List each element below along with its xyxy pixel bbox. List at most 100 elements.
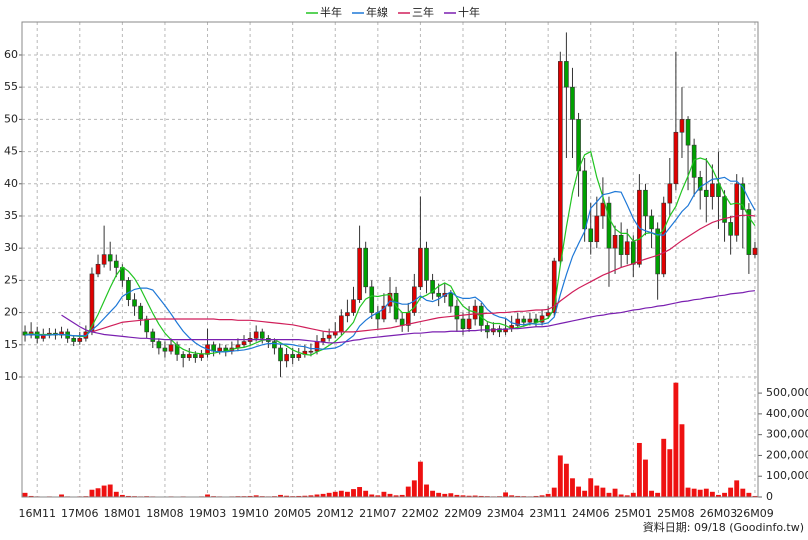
legend-label: 半年 <box>320 5 342 19</box>
y-tick-label: 25 <box>4 273 18 286</box>
candle-body <box>564 61 569 88</box>
volume-bar <box>107 484 113 497</box>
candle-body <box>448 292 454 307</box>
candle-body <box>217 347 222 352</box>
candle-body <box>667 183 673 204</box>
volume-bar <box>466 495 472 497</box>
volume-bar <box>612 488 618 497</box>
volume-bar <box>728 487 734 497</box>
candle-body <box>101 254 107 265</box>
volume-bar <box>411 480 417 497</box>
candle-body <box>387 292 393 307</box>
volume-bar <box>734 480 740 497</box>
volume-bar <box>594 485 600 497</box>
candle-body <box>436 292 441 297</box>
candle-body <box>673 131 679 185</box>
legend-label: 十年 <box>458 5 480 19</box>
candle-body <box>193 354 198 358</box>
x-tick-label: 19M10 <box>231 507 269 520</box>
x-tick-label: 23M11 <box>529 507 567 520</box>
candle-body <box>661 202 667 275</box>
volume-bar <box>357 487 363 497</box>
y2-tick-label: 400,000 <box>766 407 808 420</box>
volume-bar <box>600 487 606 497</box>
ma-line <box>24 176 756 353</box>
candle-body <box>363 247 368 288</box>
candle-body <box>624 241 630 255</box>
candle-body <box>734 183 740 236</box>
candle-body <box>539 315 545 323</box>
candle-body <box>697 177 703 191</box>
candle-body <box>357 247 362 300</box>
x-tick-label: 18M01 <box>104 507 142 520</box>
volume-bar <box>533 495 539 497</box>
volume-bar <box>563 463 569 497</box>
volume-bar <box>363 490 369 497</box>
y-tick-label: 50 <box>4 112 18 125</box>
candle-body <box>497 328 502 333</box>
volume-bar <box>308 495 314 497</box>
volume-bar <box>691 488 697 497</box>
candle-body <box>679 119 685 133</box>
volume-bar <box>588 478 594 497</box>
volume-bar <box>716 494 721 497</box>
candle-body <box>278 347 283 362</box>
candle-body <box>284 354 289 362</box>
volume-bar <box>344 491 350 497</box>
volume-bar <box>326 492 332 497</box>
plot-background <box>22 22 758 497</box>
volume-bar <box>478 495 484 497</box>
candle-body <box>606 202 612 249</box>
candle-body <box>600 202 606 217</box>
volume-bar <box>436 492 442 497</box>
ma-line <box>61 290 756 344</box>
legend-label: 年線 <box>366 5 388 19</box>
volume-bar <box>460 495 466 497</box>
candle-body <box>399 318 405 326</box>
candle-body <box>314 341 320 352</box>
y-tick-label: 15 <box>4 338 18 351</box>
candle-body <box>740 183 746 210</box>
volume-bar <box>515 495 521 497</box>
candle-body <box>655 228 660 275</box>
y-tick-label: 60 <box>4 48 18 61</box>
y-tick-label: 40 <box>4 177 18 190</box>
x-tick-label: 16M11 <box>18 507 56 520</box>
candle-body <box>649 215 654 230</box>
volume-bar <box>746 492 752 497</box>
volume-bar <box>545 493 551 497</box>
volume-bar <box>649 490 654 497</box>
candle-body <box>460 318 466 329</box>
candle-body <box>722 196 727 223</box>
candle-body <box>326 334 332 339</box>
candle-body <box>71 338 77 342</box>
volume-bar <box>722 492 727 497</box>
candle-body <box>612 234 618 249</box>
plot-frame <box>21 21 759 498</box>
candle-body <box>746 209 752 255</box>
volume-bar <box>417 461 423 497</box>
volume-bar <box>624 495 630 497</box>
x-tick-label: 21M07 <box>359 507 397 520</box>
volume-bar <box>655 492 661 497</box>
candle-body <box>515 318 521 326</box>
candle-body <box>199 354 204 358</box>
volume-bar <box>369 494 375 497</box>
volume-bar <box>636 442 642 497</box>
candle-body <box>551 260 557 313</box>
volume-bar <box>59 494 64 497</box>
candle-body <box>339 315 344 333</box>
volume-bar <box>509 495 515 497</box>
volume-bar <box>740 488 746 497</box>
y2-tick-label: 0 <box>766 490 773 503</box>
candle-body <box>290 354 295 358</box>
volume-bar <box>697 489 703 497</box>
volume-bar <box>442 493 448 497</box>
volume-bar <box>247 495 253 497</box>
volume-bar <box>253 495 259 497</box>
x-tick-label: 22M02 <box>402 507 440 520</box>
x-tick-label: 23M04 <box>487 507 525 520</box>
x-tick-label: 24M06 <box>572 507 610 520</box>
x-tick-label: 20M05 <box>274 507 312 520</box>
